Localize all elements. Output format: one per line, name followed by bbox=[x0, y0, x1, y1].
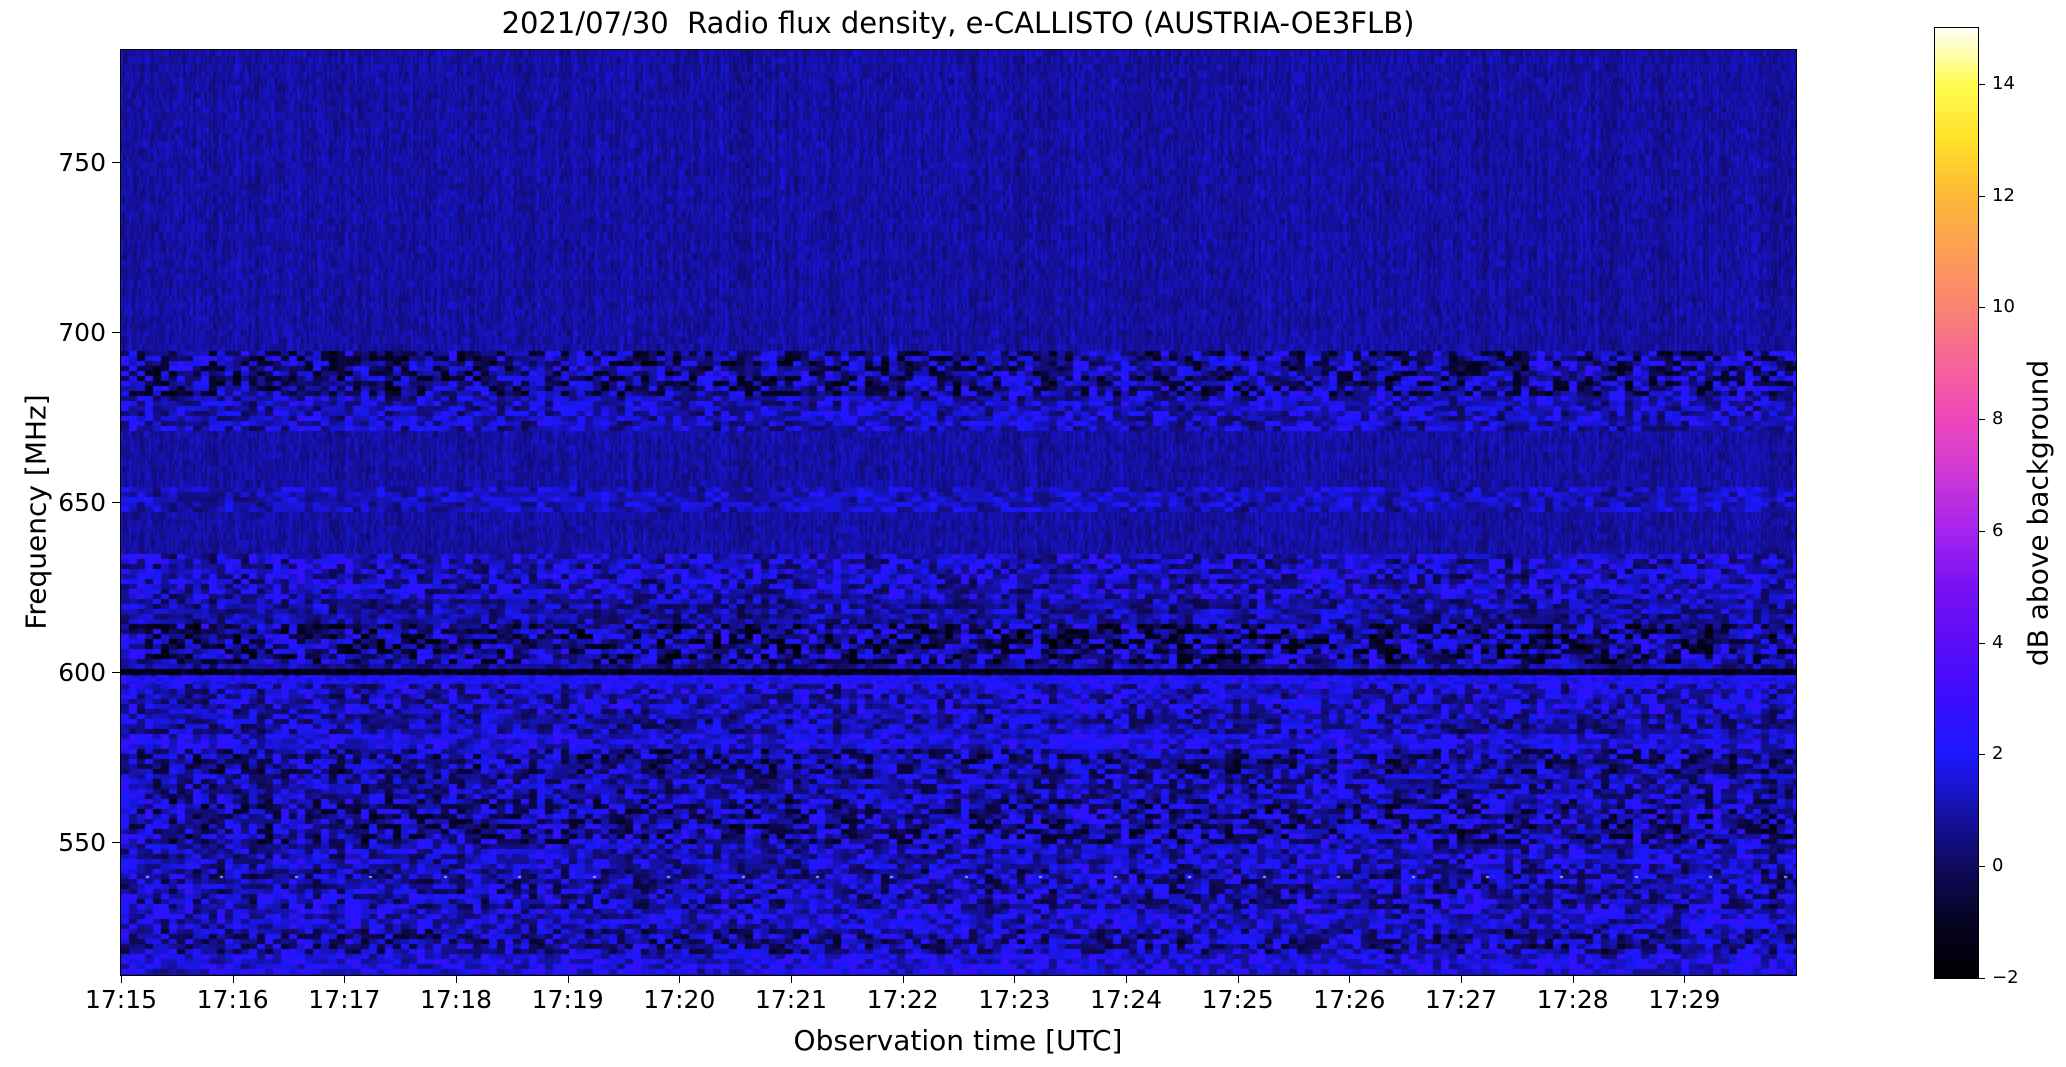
x-tick-label: 17:27 bbox=[1424, 985, 1498, 1014]
colorbar-tick-label: 10 bbox=[1992, 296, 2015, 318]
colorbar-gradient bbox=[1935, 28, 1978, 978]
x-tick-label: 17:23 bbox=[978, 985, 1051, 1014]
x-tick-mark bbox=[1684, 975, 1686, 983]
y-tick-label: 650 bbox=[58, 487, 106, 517]
x-tick-mark bbox=[1014, 975, 1016, 983]
y-tick-mark bbox=[112, 332, 120, 334]
x-tick-mark bbox=[679, 975, 681, 983]
x-tick-mark bbox=[1349, 975, 1351, 983]
x-tick-label: 17:26 bbox=[1313, 985, 1386, 1014]
x-tick-label: 17:20 bbox=[643, 985, 716, 1014]
x-tick-label: 17:18 bbox=[419, 985, 493, 1014]
colorbar-tick-mark bbox=[1978, 754, 1985, 756]
colorbar-tick-mark bbox=[1978, 978, 1985, 979]
y-tick-mark bbox=[112, 502, 120, 504]
y-tick-mark bbox=[112, 162, 120, 164]
y-tick-label: 750 bbox=[58, 147, 106, 177]
colorbar-tick-mark bbox=[1978, 530, 1985, 532]
x-tick-label: 17:22 bbox=[866, 985, 939, 1014]
x-tick-label: 17:19 bbox=[531, 985, 604, 1014]
x-axis-label: Observation time [UTC] bbox=[793, 1024, 1123, 1057]
colorbar-tick-label: 6 bbox=[1992, 519, 2004, 541]
x-tick-mark bbox=[902, 975, 904, 983]
colorbar-tick-mark bbox=[1978, 419, 1985, 421]
colorbar bbox=[1934, 27, 1979, 979]
colorbar-tick-mark bbox=[1978, 195, 1985, 197]
x-tick-label: 17:25 bbox=[1201, 985, 1274, 1014]
chart-title: 2021/07/30 Radio flux density, e-CALLIST… bbox=[501, 6, 1415, 40]
x-tick-mark bbox=[1461, 975, 1462, 983]
colorbar-label: dB above background bbox=[2021, 359, 2055, 667]
colorbar-tick-label: 4 bbox=[1992, 631, 2004, 653]
y-tick-label: 550 bbox=[58, 827, 106, 857]
x-tick-mark bbox=[1126, 975, 1127, 983]
x-tick-mark bbox=[232, 975, 234, 983]
x-tick-label: 17:24 bbox=[1089, 985, 1163, 1014]
x-tick-label: 17:17 bbox=[308, 985, 381, 1014]
plot-area bbox=[120, 49, 1797, 976]
x-tick-mark bbox=[567, 975, 569, 983]
x-tick-mark bbox=[121, 975, 122, 983]
x-tick-mark bbox=[1237, 975, 1239, 983]
x-tick-label: 17:28 bbox=[1536, 985, 1609, 1014]
x-tick-mark bbox=[1572, 975, 1574, 983]
colorbar-tick-label: 8 bbox=[1992, 408, 2004, 430]
x-tick-mark bbox=[791, 975, 792, 983]
colorbar-tick-label: 12 bbox=[1992, 184, 2015, 206]
colorbar-tick-mark bbox=[1978, 307, 1985, 309]
y-tick-label: 600 bbox=[58, 657, 106, 687]
colorbar-tick-label: 2 bbox=[1992, 743, 2004, 765]
spectrogram-canvas bbox=[121, 50, 1796, 975]
colorbar-tick-mark bbox=[1978, 83, 1985, 85]
x-tick-label: 17:15 bbox=[84, 985, 158, 1014]
colorbar-tick-mark bbox=[1978, 866, 1985, 868]
y-tick-mark bbox=[112, 842, 120, 844]
x-tick-mark bbox=[344, 975, 346, 983]
x-tick-label: 17:29 bbox=[1648, 985, 1721, 1014]
colorbar-tick-label: 14 bbox=[1992, 72, 2015, 94]
colorbar-tick-mark bbox=[1978, 642, 1985, 644]
x-tick-label: 17:21 bbox=[754, 985, 828, 1014]
x-tick-mark bbox=[456, 975, 457, 983]
colorbar-tick-label: 0 bbox=[1992, 855, 2004, 877]
x-tick-label: 17:16 bbox=[196, 985, 269, 1014]
y-tick-mark bbox=[112, 672, 120, 674]
colorbar-tick-label: −2 bbox=[1992, 967, 2019, 988]
y-tick-label: 700 bbox=[58, 317, 106, 347]
